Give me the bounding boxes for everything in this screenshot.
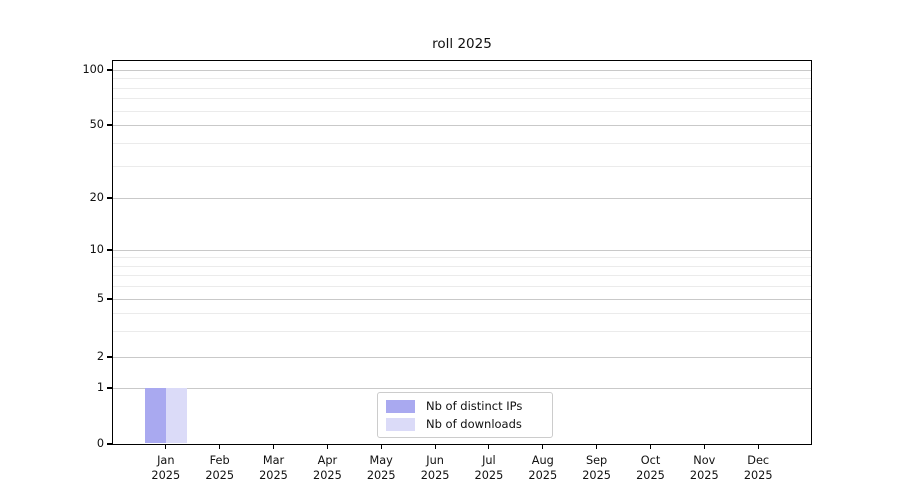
minor-gridline <box>113 110 811 112</box>
x-tick-mark <box>380 444 382 449</box>
legend-swatch-icon <box>386 417 415 431</box>
x-tick-mark <box>434 444 436 449</box>
x-tick-mark <box>649 444 652 449</box>
x-tick-label: Feb 2025 <box>205 454 235 482</box>
legend-label: Nb of downloads <box>426 417 522 431</box>
x-tick-mark <box>596 444 598 449</box>
y-tick-label: 2 <box>96 350 104 363</box>
x-tick-mark <box>757 444 759 449</box>
x-tick-label: Dec 2025 <box>743 454 773 482</box>
legend-item: Nb of distinct IPs <box>378 397 552 415</box>
x-tick-mark <box>326 444 328 449</box>
x-tick-label: Aug 2025 <box>528 454 558 482</box>
minor-gridline <box>113 78 811 80</box>
y-tick-mark <box>107 249 112 251</box>
y-tick-label: 20 <box>89 191 104 204</box>
y-tick-label: 5 <box>96 292 104 305</box>
minor-gridline <box>113 98 811 100</box>
x-tick-mark <box>165 444 167 449</box>
chart-title: roll 2025 <box>432 36 492 52</box>
major-gridline <box>113 250 811 251</box>
legend-item: Nb of downloads <box>378 415 552 433</box>
x-tick-mark <box>219 444 221 449</box>
x-tick-mark <box>272 444 275 449</box>
x-tick-label: Mar 2025 <box>259 454 288 482</box>
y-tick-label: 50 <box>89 118 104 131</box>
major-gridline <box>113 125 811 126</box>
minor-gridline <box>113 286 811 288</box>
minor-gridline <box>113 275 811 277</box>
minor-gridline <box>113 142 811 144</box>
x-tick-label: Nov 2025 <box>689 454 719 482</box>
minor-gridline <box>113 313 811 315</box>
major-gridline <box>113 70 811 71</box>
bar-nb-of-distinct-ips-jan <box>144 388 166 443</box>
y-tick-label: 0 <box>96 437 104 450</box>
y-tick-label: 10 <box>89 243 104 256</box>
x-tick-label: Jan 2025 <box>151 454 181 482</box>
minor-gridline <box>113 331 811 333</box>
minor-gridline <box>113 257 811 259</box>
y-tick-mark <box>107 69 112 71</box>
major-gridline <box>113 198 811 199</box>
legend: Nb of distinct IPs Nb of downloads <box>377 392 553 438</box>
x-tick-label: Jun 2025 <box>420 454 450 482</box>
x-tick-label: May 2025 <box>366 454 396 482</box>
y-tick-mark <box>107 387 112 389</box>
major-gridline <box>113 299 811 300</box>
y-tick-mark <box>107 443 112 445</box>
x-tick-label: Jul 2025 <box>474 454 504 482</box>
major-gridline <box>113 357 811 358</box>
y-tick-mark <box>107 298 112 300</box>
x-tick-mark <box>488 444 490 449</box>
legend-label: Nb of distinct IPs <box>426 399 523 413</box>
bar-nb-of-downloads-jan <box>165 388 187 443</box>
x-tick-mark <box>703 444 705 449</box>
y-tick-mark <box>107 124 112 126</box>
x-tick-mark <box>542 444 544 449</box>
plot-area: Nb of distinct IPs Nb of downloads <box>112 60 812 445</box>
y-tick-label: 100 <box>82 63 104 76</box>
x-tick-label: Sep 2025 <box>582 454 611 482</box>
y-tick-mark <box>107 356 112 358</box>
major-gridline <box>113 388 811 389</box>
x-tick-label: Oct 2025 <box>636 454 665 482</box>
minor-gridline <box>113 165 811 167</box>
minor-gridline <box>113 265 811 267</box>
y-tick-label: 1 <box>96 381 104 394</box>
legend-swatch-icon <box>386 399 415 413</box>
x-tick-label: Apr 2025 <box>313 454 342 482</box>
y-tick-mark <box>107 197 112 199</box>
minor-gridline <box>113 87 811 89</box>
